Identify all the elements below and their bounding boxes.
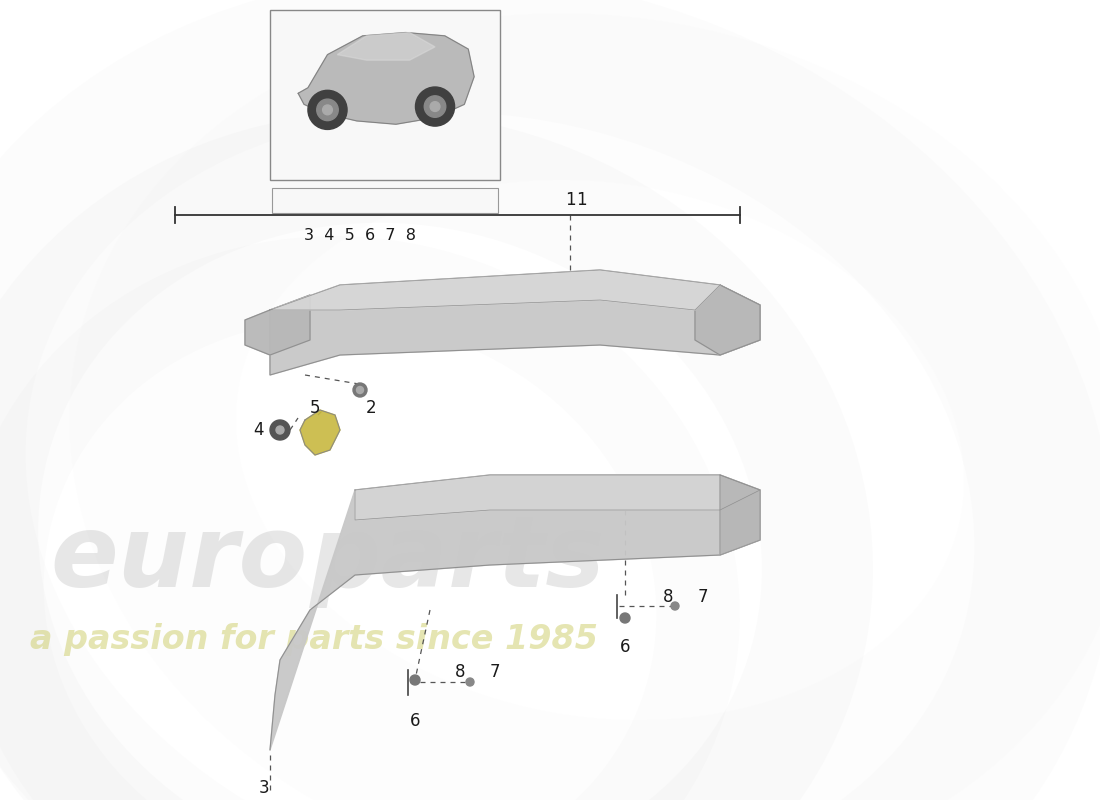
Text: 8: 8 xyxy=(455,663,465,681)
Polygon shape xyxy=(355,475,760,520)
Circle shape xyxy=(356,386,363,394)
Text: 3  4  5  6  7  8: 3 4 5 6 7 8 xyxy=(304,228,416,243)
Polygon shape xyxy=(270,270,760,375)
Polygon shape xyxy=(270,270,720,310)
Circle shape xyxy=(410,675,420,685)
Polygon shape xyxy=(270,475,760,750)
Circle shape xyxy=(322,105,332,114)
Text: parts: parts xyxy=(310,511,606,609)
Text: 1: 1 xyxy=(564,191,575,209)
Text: 8: 8 xyxy=(663,588,673,606)
Bar xyxy=(272,188,498,213)
Circle shape xyxy=(353,383,367,397)
Text: euro: euro xyxy=(50,511,307,609)
Text: 5: 5 xyxy=(310,399,320,417)
Text: 2: 2 xyxy=(366,399,376,417)
Text: 6: 6 xyxy=(619,638,630,656)
Circle shape xyxy=(466,678,474,686)
Text: 6: 6 xyxy=(409,712,420,730)
Circle shape xyxy=(425,96,446,118)
Polygon shape xyxy=(695,285,760,355)
Polygon shape xyxy=(298,33,474,124)
Circle shape xyxy=(317,99,339,121)
Circle shape xyxy=(430,102,440,111)
Text: 7: 7 xyxy=(490,663,500,681)
Circle shape xyxy=(270,420,290,440)
Polygon shape xyxy=(300,410,340,455)
Circle shape xyxy=(308,90,348,130)
Polygon shape xyxy=(720,475,760,555)
Circle shape xyxy=(276,426,284,434)
Text: 1: 1 xyxy=(576,191,586,209)
Text: 7: 7 xyxy=(698,588,708,606)
Circle shape xyxy=(416,87,454,126)
Text: 3: 3 xyxy=(258,779,270,797)
Text: 4: 4 xyxy=(253,421,264,439)
Text: a passion for parts since 1985: a passion for parts since 1985 xyxy=(30,623,598,657)
Circle shape xyxy=(620,613,630,623)
Polygon shape xyxy=(338,33,434,60)
Bar xyxy=(270,10,500,180)
Polygon shape xyxy=(245,295,310,355)
Circle shape xyxy=(671,602,679,610)
